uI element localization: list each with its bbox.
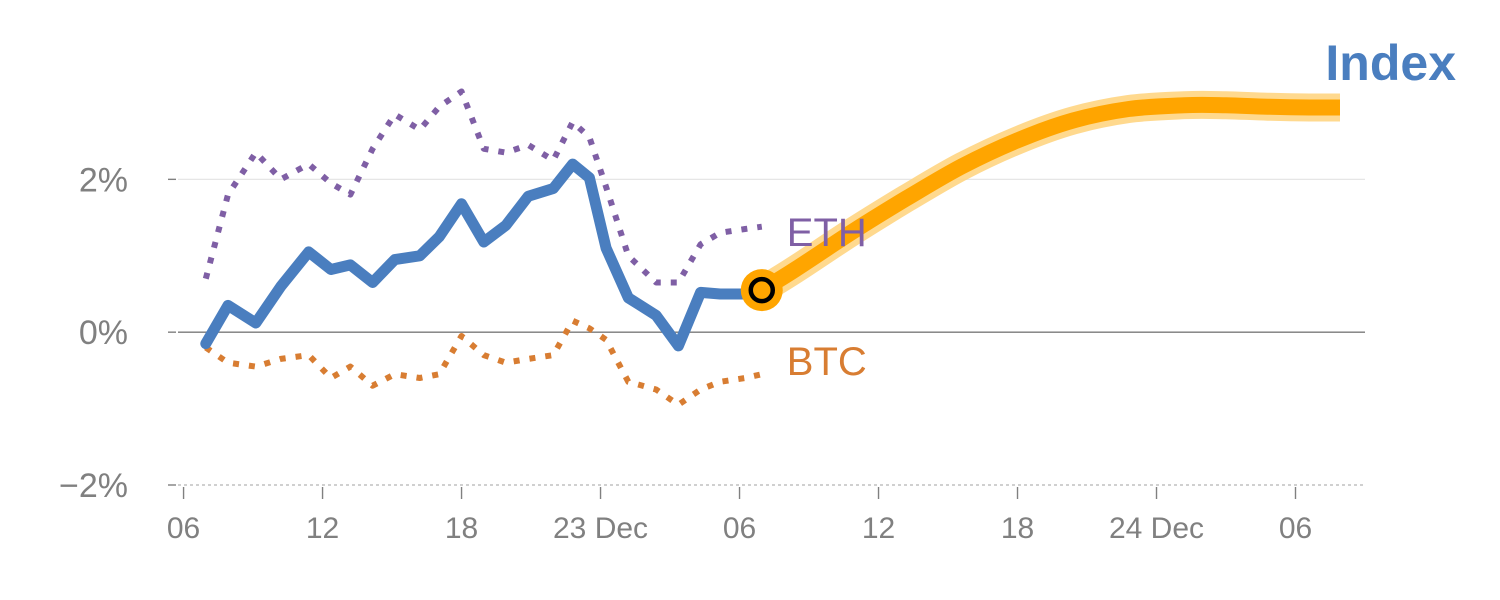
x-tick-label: 23 Dec bbox=[553, 512, 648, 545]
chart-title: Index bbox=[1325, 35, 1456, 91]
current-value-marker bbox=[748, 276, 776, 304]
series-line-forecast bbox=[757, 96, 1341, 297]
x-tick-label: 12 bbox=[306, 512, 339, 545]
series-label-eth: ETH bbox=[787, 211, 867, 255]
y-axis: 2% 0% −2% bbox=[59, 161, 176, 505]
x-axis: 06 12 18 23 Dec 06 12 18 24 Dec 06 bbox=[167, 487, 1312, 545]
y-tick-label: −2% bbox=[59, 467, 128, 505]
x-tick-label: 24 Dec bbox=[1109, 512, 1204, 545]
x-tick-label: 18 bbox=[445, 512, 478, 545]
series-labels: ETH BTC bbox=[787, 211, 867, 384]
y-tick-label: 2% bbox=[79, 161, 128, 199]
y-tick-label: 0% bbox=[79, 314, 128, 352]
gridlines bbox=[178, 178, 1365, 486]
x-tick-label: 18 bbox=[1001, 512, 1034, 545]
series-label-btc: BTC bbox=[787, 340, 867, 384]
series-line-index bbox=[200, 158, 768, 352]
series-line-btc bbox=[204, 317, 763, 408]
current-value-marker-ring bbox=[740, 269, 783, 312]
x-tick-label: 06 bbox=[723, 512, 756, 545]
x-tick-label: 06 bbox=[167, 512, 200, 545]
series-line-eth bbox=[202, 88, 763, 286]
x-tick-label: 12 bbox=[862, 512, 895, 545]
x-tick-label: 06 bbox=[1279, 512, 1312, 545]
series-lines bbox=[200, 88, 1341, 408]
